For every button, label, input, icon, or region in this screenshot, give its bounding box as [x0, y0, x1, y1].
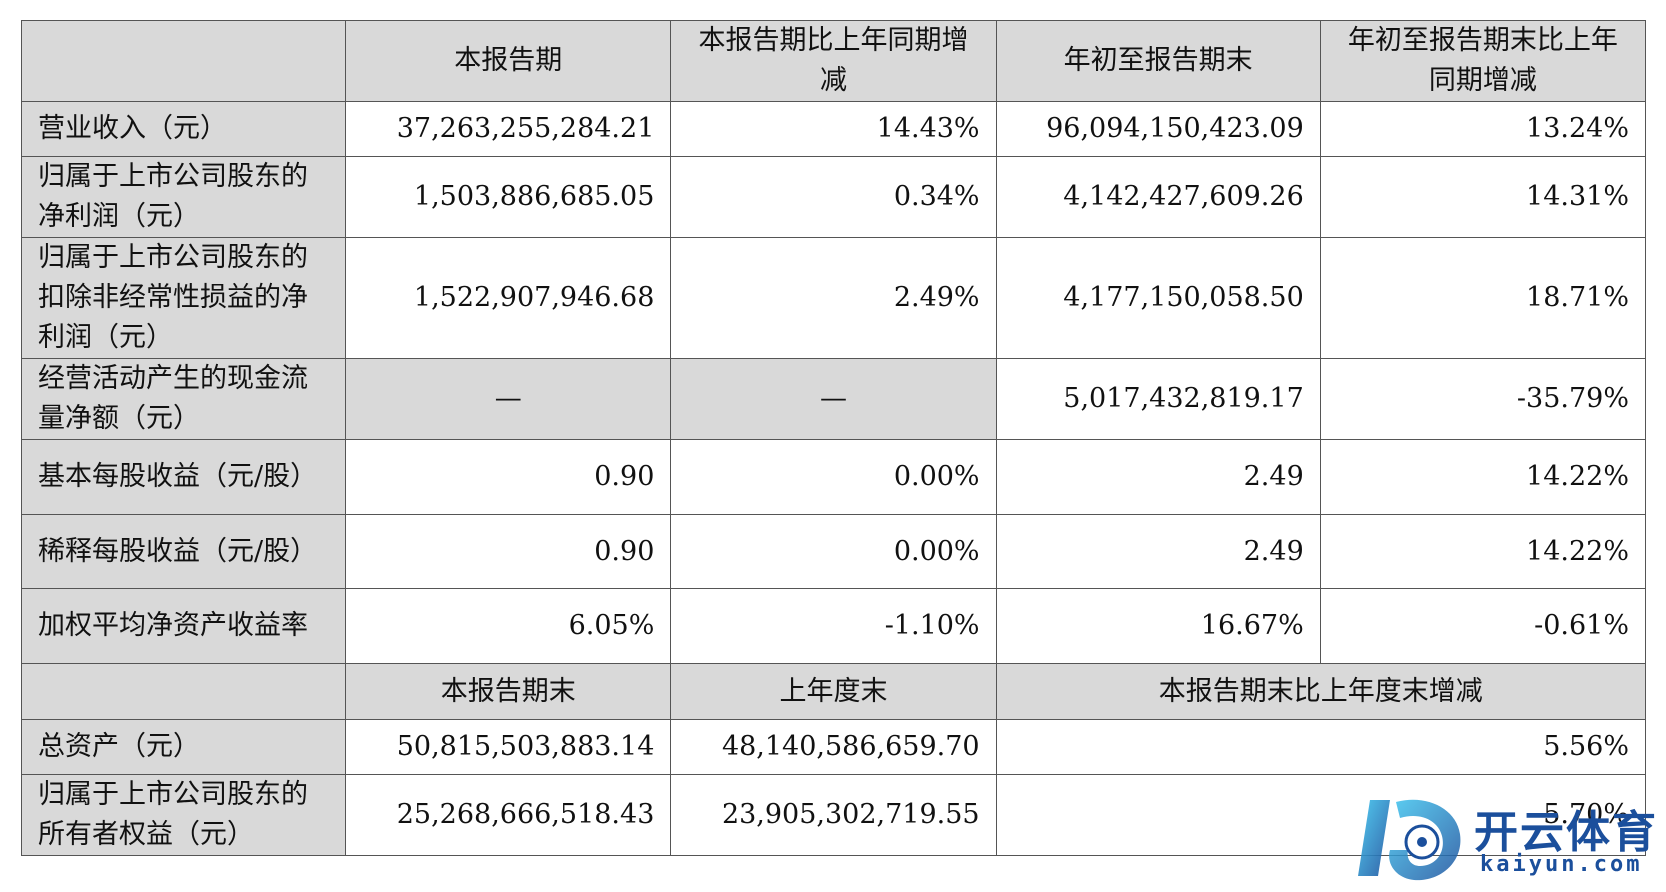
header-period-end: 本报告期末 [345, 663, 672, 720]
header-current-period: 本报告期 [345, 20, 672, 102]
table-header-row: 本报告期 本报告期比上年同期增减 年初至报告期末 年初至报告期末比上年同期增减 [20, 20, 1647, 102]
row-label: 归属于上市公司股东的扣除非经常性损益的净利润（元） [20, 237, 347, 359]
cell-value: 25,268,666,518.43 [345, 774, 672, 856]
header2-corner-cell [20, 663, 347, 720]
cell-value: 0.90 [345, 514, 672, 589]
cell-value: 5.56% [995, 719, 1647, 775]
cell-value: 14.43% [670, 101, 997, 157]
table-header-row-2: 本报告期末 上年度末 本报告期末比上年度末增减 [20, 663, 1647, 720]
cell-value: 48,140,586,659.70 [670, 719, 997, 775]
cell-value: -1.10% [670, 588, 997, 664]
table-row: 总资产（元） 50,815,503,883.14 48,140,586,659.… [20, 719, 1647, 775]
cell-value: 14.22% [1319, 439, 1647, 515]
cell-value: — [670, 358, 997, 440]
cell-value: 18.71% [1319, 237, 1647, 359]
table-row: 稀释每股收益（元/股） 0.90 0.00% 2.49 14.22% [20, 514, 1647, 589]
cell-value: 37,263,255,284.21 [345, 101, 672, 157]
cell-value: 5.70% [995, 774, 1647, 856]
cell-value: 16.67% [995, 588, 1321, 664]
table-row: 归属于上市公司股东的净利润（元） 1,503,886,685.05 0.34% … [20, 156, 1647, 238]
watermark-logo: 开云体育 kaiyun.com [1356, 790, 1656, 886]
cell-value: 13.24% [1319, 101, 1647, 157]
row-label: 总资产（元） [20, 719, 347, 775]
cell-value: 0.00% [670, 439, 997, 515]
header-prior-year-end: 上年度末 [670, 663, 997, 720]
cell-value: 23,905,302,719.55 [670, 774, 997, 856]
cell-value: 1,522,907,946.68 [345, 237, 672, 359]
header-period-end-change: 本报告期末比上年度末增减 [995, 663, 1647, 720]
cell-value: 96,094,150,423.09 [995, 101, 1321, 157]
cell-value: 0.90 [345, 439, 672, 515]
cell-value: -35.79% [1319, 358, 1647, 440]
watermark-brand: 开云体育 [1474, 807, 1658, 858]
cell-value: 14.22% [1319, 514, 1647, 589]
cell-value: 4,177,150,058.50 [995, 237, 1321, 359]
cell-value: -0.61% [1319, 588, 1647, 664]
table-row: 营业收入（元） 37,263,255,284.21 14.43% 96,094,… [20, 101, 1647, 157]
row-label: 经营活动产生的现金流量净额（元） [20, 358, 347, 440]
header-year-to-date: 年初至报告期末 [995, 20, 1321, 102]
table-row: 加权平均净资产收益率 6.05% -1.10% 16.67% -0.61% [20, 588, 1647, 664]
cell-value: 1,503,886,685.05 [345, 156, 672, 238]
cell-value: 6.05% [345, 588, 672, 664]
table-row: 基本每股收益（元/股） 0.90 0.00% 2.49 14.22% [20, 439, 1647, 515]
header-current-period-change: 本报告期比上年同期增减 [670, 20, 997, 102]
row-label: 归属于上市公司股东的净利润（元） [20, 156, 347, 238]
table-row: 归属于上市公司股东的扣除非经常性损益的净利润（元） 1,522,907,946.… [20, 237, 1647, 359]
row-label: 基本每股收益（元/股） [20, 439, 347, 515]
row-label: 营业收入（元） [20, 101, 347, 157]
cell-value: — [345, 358, 672, 440]
row-label: 稀释每股收益（元/股） [20, 514, 347, 589]
cell-value: 5,017,432,819.17 [995, 358, 1321, 440]
financial-data-table: 本报告期 本报告期比上年同期增减 年初至报告期末 年初至报告期末比上年同期增减 … [20, 20, 1647, 856]
header-corner-cell [20, 20, 347, 102]
cell-value: 14.31% [1319, 156, 1647, 238]
cell-value: 2.49 [995, 514, 1321, 589]
kaiyun-logo-icon [1358, 799, 1461, 881]
header-year-to-date-change: 年初至报告期末比上年同期增减 [1319, 20, 1647, 102]
watermark-domain: kaiyun.com [1480, 852, 1643, 877]
table-row: 经营活动产生的现金流量净额（元） — — 5,017,432,819.17 -3… [20, 358, 1647, 440]
table-row: 归属于上市公司股东的所有者权益（元） 25,268,666,518.43 23,… [20, 774, 1647, 856]
cell-value: 50,815,503,883.14 [345, 719, 672, 775]
cell-value: 2.49% [670, 237, 997, 359]
row-label: 归属于上市公司股东的所有者权益（元） [20, 774, 347, 856]
cell-value: 4,142,427,609.26 [995, 156, 1321, 238]
cell-value: 0.00% [670, 514, 997, 589]
row-label: 加权平均净资产收益率 [20, 588, 347, 664]
cell-value: 2.49 [995, 439, 1321, 515]
cell-value: 0.34% [670, 156, 997, 238]
